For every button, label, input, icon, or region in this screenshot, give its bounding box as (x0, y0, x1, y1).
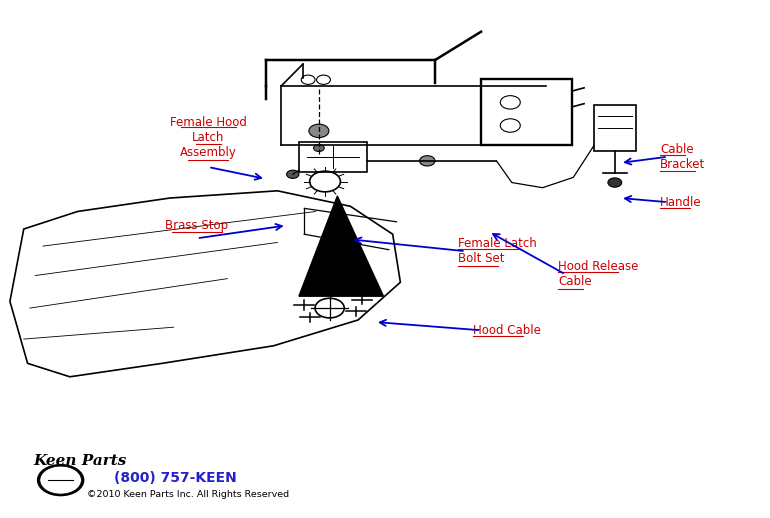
Text: Hood Cable: Hood Cable (474, 324, 541, 337)
Bar (594, 105, 635, 151)
Text: Female Latch
Bolt Set: Female Latch Bolt Set (458, 237, 537, 265)
Text: Cable
Bracket: Cable Bracket (660, 143, 705, 171)
Text: Brass Stop: Brass Stop (165, 219, 228, 232)
Circle shape (38, 465, 84, 496)
Circle shape (40, 466, 82, 494)
Circle shape (313, 145, 324, 152)
Bar (481, 79, 572, 146)
Polygon shape (299, 196, 383, 296)
Circle shape (608, 178, 621, 187)
Text: Keen Parts: Keen Parts (33, 454, 126, 468)
Text: Hood Release
Cable: Hood Release Cable (558, 261, 638, 289)
Text: ©2010 Keen Parts Inc. All Rights Reserved: ©2010 Keen Parts Inc. All Rights Reserve… (87, 490, 289, 499)
Text: Female Hood
Latch
Assembly: Female Hood Latch Assembly (169, 116, 246, 159)
Text: Handle: Handle (660, 196, 701, 209)
Circle shape (420, 155, 435, 166)
Text: (800) 757-KEEN: (800) 757-KEEN (115, 471, 237, 485)
Circle shape (286, 170, 299, 178)
Circle shape (309, 124, 329, 138)
